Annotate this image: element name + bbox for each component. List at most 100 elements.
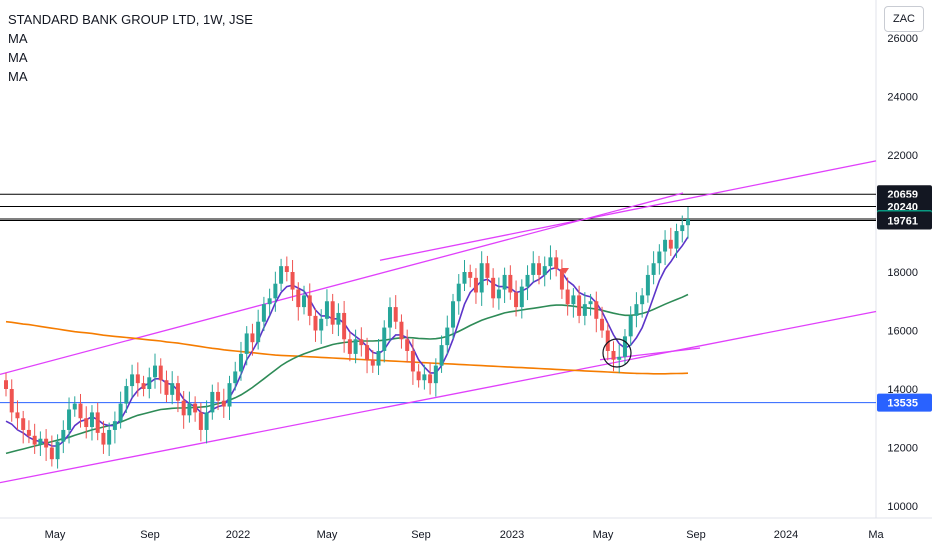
trend-channel-line <box>0 192 684 376</box>
candle-body <box>95 412 100 433</box>
price-badge-label: 13535 <box>887 398 918 410</box>
x-tick-label: 2022 <box>226 529 250 541</box>
candle-body <box>496 289 501 299</box>
y-tick-label: 14000 <box>887 384 918 396</box>
candle-body <box>663 239 668 252</box>
candle-body <box>9 389 14 413</box>
candle-body <box>428 374 433 384</box>
y-tick-label: 16000 <box>887 326 918 338</box>
candle-body <box>433 365 438 384</box>
candle-body <box>319 318 324 331</box>
candle-body <box>634 304 639 316</box>
candle-body <box>313 315 318 331</box>
price-badge: 19761 <box>877 211 932 230</box>
chart-title: STANDARD BANK GROUP LTD, 1W, JSE <box>8 12 253 27</box>
candle-body <box>227 383 232 407</box>
candle-body <box>198 412 203 430</box>
candle-body <box>422 374 427 381</box>
candle-body <box>451 301 456 328</box>
candle-body <box>330 301 335 325</box>
candle-body <box>135 374 140 384</box>
price-badge-bg <box>877 211 932 230</box>
candle-body <box>365 345 370 360</box>
candle-body <box>605 330 610 351</box>
candle-body <box>445 327 450 346</box>
candle-body <box>439 345 444 366</box>
candle-body <box>588 301 593 305</box>
candle-body <box>89 412 94 428</box>
candle-body <box>324 301 329 319</box>
candle-body <box>456 283 461 302</box>
candle-body <box>84 418 89 428</box>
candle-body <box>181 400 186 416</box>
y-tick-label: 10000 <box>887 501 918 513</box>
candle-body <box>387 307 392 328</box>
candle-body <box>577 295 582 316</box>
candle-body <box>44 438 49 448</box>
candle-body <box>15 412 20 419</box>
candle-body <box>307 295 312 316</box>
x-tick-label: Sep <box>686 529 706 541</box>
candle-body <box>72 403 77 410</box>
candle-body <box>153 365 158 378</box>
candle-body <box>657 251 662 264</box>
candle-body <box>302 295 307 308</box>
candle-body <box>674 231 679 249</box>
candle-body <box>548 257 553 267</box>
x-tick-label: May <box>593 529 614 541</box>
candle-body <box>468 272 473 278</box>
candle-body <box>216 391 221 401</box>
candle-body <box>21 418 26 430</box>
candle-body <box>531 263 536 275</box>
y-tick-label: 24000 <box>887 92 918 104</box>
candle-body <box>519 286 524 308</box>
candle-body <box>49 447 54 460</box>
candle-body <box>233 371 238 384</box>
candle-body <box>101 432 106 445</box>
candle-body <box>416 371 421 381</box>
chart-legend: STANDARD BANK GROUP LTD, 1W, JSE MA MA M… <box>8 10 253 86</box>
candle-body <box>462 272 467 284</box>
trend-channel-line <box>379 160 877 261</box>
candle-body <box>107 429 112 445</box>
ma-indicator-2[interactable]: MA <box>8 50 28 65</box>
ma-indicator-3[interactable]: MA <box>8 69 28 84</box>
candle-body <box>536 263 541 275</box>
candle-body <box>611 350 616 360</box>
trend-channel-line <box>0 310 877 484</box>
candle-body <box>565 289 570 305</box>
price-badge-label: 19761 <box>887 215 918 227</box>
candle-body <box>479 263 484 293</box>
candle-body <box>347 339 352 354</box>
candle-body <box>410 350 415 372</box>
x-tick-label: Sep <box>411 529 431 541</box>
x-tick-label: Ma <box>868 529 884 541</box>
candle-body <box>399 321 404 340</box>
candle-body <box>244 333 249 354</box>
candle-body <box>542 266 547 275</box>
ma-indicator-1[interactable]: MA <box>8 31 28 46</box>
candle-body <box>668 239 673 249</box>
candle-body <box>640 295 645 305</box>
currency-button[interactable]: ZAC <box>884 6 924 32</box>
candle-body <box>622 336 627 357</box>
x-tick-label: 2024 <box>774 529 798 541</box>
candle-body <box>686 219 690 226</box>
trend-channel-line <box>599 347 701 361</box>
x-tick-label: Sep <box>140 529 160 541</box>
candle-body <box>175 383 180 401</box>
candle-body <box>525 274 530 287</box>
candle-body <box>376 350 381 366</box>
candle-body <box>130 374 135 387</box>
candle-body <box>267 298 272 305</box>
candle-body <box>296 289 301 308</box>
candle-body <box>353 339 358 354</box>
candle-body <box>67 409 72 430</box>
candle-body <box>118 403 123 422</box>
ma-mid-line <box>5 293 689 455</box>
candle-body <box>61 429 66 442</box>
candle-body <box>238 353 243 372</box>
candle-body <box>582 304 587 316</box>
candle-body <box>256 321 261 343</box>
